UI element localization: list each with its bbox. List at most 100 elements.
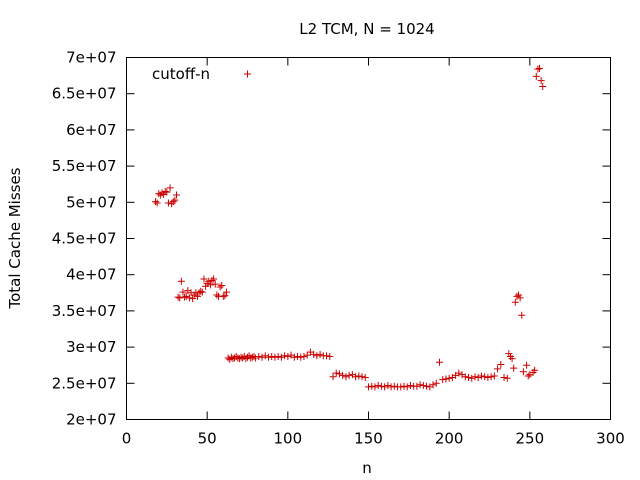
data-point: [358, 373, 366, 381]
y-tick-label: 6.5e+07: [52, 85, 117, 103]
y-tick-label: 5.5e+07: [52, 157, 117, 175]
data-point: [174, 293, 182, 301]
legend-marker: [244, 70, 251, 78]
data-point: [494, 365, 502, 373]
data-point: [195, 289, 203, 297]
data-point: [300, 353, 308, 361]
data-point: [484, 374, 492, 382]
data-point: [524, 372, 532, 380]
data-point: [169, 198, 177, 206]
x-tick-label: 250: [516, 430, 545, 448]
data-point: [297, 353, 305, 361]
data-point: [339, 371, 347, 379]
y-tick-label: 3.5e+07: [52, 302, 117, 320]
x-tick-label: 50: [198, 430, 217, 448]
data-point: [213, 291, 221, 299]
data-point: [352, 373, 360, 381]
data-point: [158, 189, 166, 197]
data-point: [261, 352, 269, 360]
data-point: [197, 287, 205, 295]
data-point: [416, 381, 424, 389]
data-point: [316, 350, 324, 358]
data-point: [163, 188, 171, 196]
data-point: [423, 382, 431, 390]
data-point: [500, 374, 508, 382]
data-point: [534, 65, 542, 73]
data-point: [284, 353, 292, 361]
data-point: [432, 379, 440, 387]
data-point: [313, 352, 321, 360]
data-point: [468, 374, 476, 382]
data-point: [181, 293, 189, 301]
data-point: [513, 292, 521, 300]
data-point: [248, 353, 256, 361]
data-point: [237, 353, 245, 361]
data-point: [374, 381, 382, 389]
data-point: [303, 351, 311, 359]
data-point: [258, 353, 266, 361]
data-point: [345, 371, 353, 379]
data-point: [268, 353, 276, 361]
data-point: [221, 292, 229, 300]
data-point: [523, 361, 531, 369]
y-tick-label: 4e+07: [66, 266, 116, 284]
data-point: [224, 354, 232, 362]
data-points: [152, 64, 547, 391]
data-point: [505, 350, 513, 358]
data-point: [445, 374, 453, 382]
data-point: [537, 77, 545, 85]
y-tick-label: 5e+07: [66, 193, 116, 211]
data-point: [519, 368, 527, 376]
data-point: [471, 373, 479, 381]
y-tick-label: 2.5e+07: [52, 374, 117, 392]
data-point: [377, 382, 385, 390]
data-point: [310, 350, 318, 358]
data-point: [171, 196, 179, 204]
data-point: [185, 294, 193, 302]
data-point: [277, 353, 285, 361]
data-point: [219, 292, 227, 300]
data-point: [152, 198, 160, 206]
data-point: [481, 373, 489, 381]
data-point: [242, 355, 250, 363]
x-tick-label: 100: [274, 430, 303, 448]
data-point: [365, 383, 372, 391]
data-point: [161, 187, 169, 195]
data-point: [465, 374, 473, 382]
data-point: [400, 382, 408, 390]
data-point: [508, 355, 516, 363]
data-point: [406, 381, 414, 389]
x-tick-label: 200: [435, 430, 464, 448]
data-point: [516, 294, 524, 302]
x-tick-label: 300: [596, 430, 625, 448]
data-point: [461, 373, 469, 381]
data-point: [518, 311, 526, 319]
data-point: [153, 199, 161, 207]
data-point: [210, 275, 218, 283]
data-point: [390, 382, 398, 390]
data-point: [211, 280, 219, 288]
data-point: [173, 191, 181, 199]
x-tick-label: 0: [122, 430, 132, 448]
y-tick-label: 6e+07: [66, 121, 116, 139]
data-point: [216, 283, 224, 291]
data-point: [182, 292, 190, 300]
data-point: [403, 383, 411, 391]
data-point: [218, 282, 226, 290]
y-axis-label: Total Cache Misses: [6, 167, 24, 309]
data-point: [531, 366, 539, 374]
data-point: [189, 295, 197, 303]
data-point: [435, 358, 443, 366]
data-point: [179, 288, 187, 296]
data-point: [511, 298, 519, 306]
data-point: [361, 374, 369, 382]
data-point: [332, 369, 340, 377]
plot-frame: [126, 57, 611, 420]
y-tick-label: 4.5e+07: [52, 230, 117, 248]
x-tick-label: 150: [354, 430, 383, 448]
data-point: [474, 374, 482, 382]
data-point: [477, 372, 485, 380]
data-point: [274, 353, 282, 361]
data-point: [271, 353, 279, 361]
